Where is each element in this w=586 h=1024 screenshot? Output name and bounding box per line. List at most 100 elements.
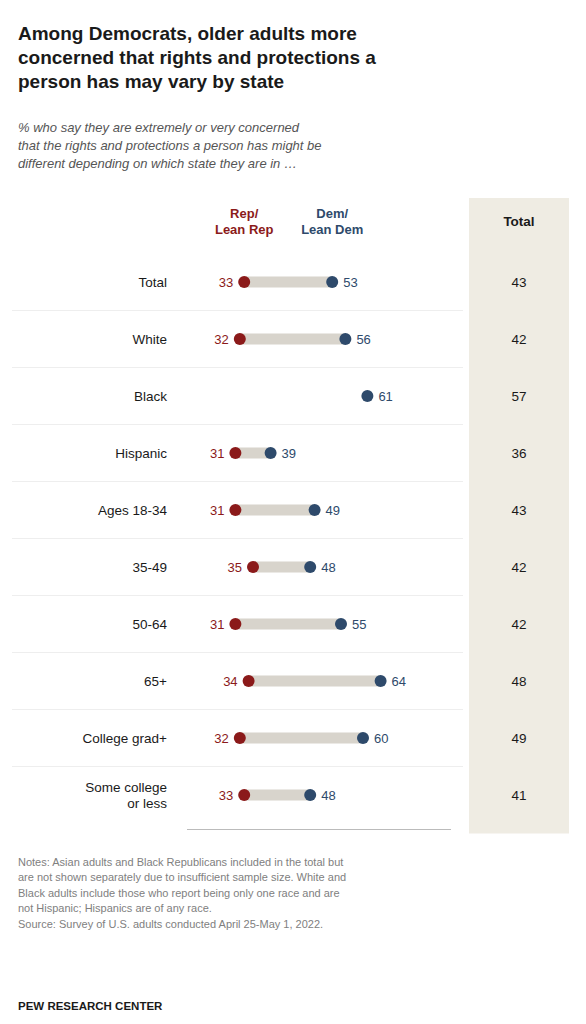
total-value: 43 — [511, 275, 526, 290]
category-label: 65+ — [144, 674, 167, 689]
connector — [253, 562, 310, 573]
text-line: that the rights and protections a person… — [18, 138, 322, 153]
category-label: 50-64 — [132, 617, 167, 632]
text-line: 65+ — [144, 674, 167, 689]
row-separator — [12, 424, 463, 425]
data-label: 33 — [219, 275, 233, 290]
dot — [229, 504, 241, 516]
title: Among Democrats, older adults more concer… — [18, 23, 376, 92]
row-separator — [12, 538, 463, 539]
total-value: 42 — [511, 560, 526, 575]
text-line: 50-64 — [132, 617, 167, 632]
dot — [229, 618, 241, 630]
dot — [304, 789, 316, 801]
category-label: White — [132, 332, 167, 347]
data-label: 32 — [214, 731, 228, 746]
dot — [304, 561, 316, 573]
dot — [234, 333, 246, 345]
total-value: 42 — [511, 332, 526, 347]
connector — [235, 619, 341, 630]
text-line: Total — [138, 275, 167, 290]
text-line: Lean Rep — [215, 222, 274, 237]
data-label: 64 — [392, 674, 406, 689]
data-label: 31 — [210, 446, 224, 461]
data-label: 48 — [321, 788, 335, 803]
total-value: 41 — [511, 788, 526, 803]
dot — [309, 504, 321, 516]
series-header: Total — [503, 214, 534, 229]
total-value: 49 — [511, 731, 526, 746]
category-label: Ages 18-34 — [98, 503, 168, 518]
total-value: 43 — [511, 503, 526, 518]
dot — [339, 333, 351, 345]
text-line: Among Democrats, older adults more — [18, 23, 357, 44]
text-line: 35-49 — [132, 560, 167, 575]
dot — [361, 390, 373, 402]
text-line: Some college — [85, 780, 167, 795]
series-header: Dem/Lean Dem — [301, 206, 363, 237]
data-label: 55 — [352, 617, 366, 632]
text-line: % who say they are extremely or very con… — [18, 120, 300, 135]
dot — [243, 675, 255, 687]
dot — [229, 447, 241, 459]
data-labels: 3332313135313432335356613949485564604843… — [210, 275, 527, 803]
data-label: 33 — [219, 788, 233, 803]
text-line: not Hispanic; Hispanics are of any race. — [18, 902, 212, 914]
connector — [244, 790, 310, 801]
text-line: Total — [503, 214, 534, 229]
data-label: 32 — [214, 332, 228, 347]
connector — [249, 676, 381, 687]
data-label: 39 — [282, 446, 296, 461]
text-line: Ages 18-34 — [98, 503, 168, 518]
data-label: 53 — [343, 275, 357, 290]
connector — [244, 277, 332, 288]
row-separator — [12, 595, 463, 596]
chart: Among Democrats, older adults more concer… — [0, 0, 586, 1024]
text-line: Lean Dem — [301, 222, 363, 237]
text-line: Rep/ — [230, 206, 259, 221]
category-label: 35-49 — [132, 560, 167, 575]
data-label: 49 — [326, 503, 340, 518]
text-line: are not shown separately due to insuffic… — [18, 871, 346, 883]
total-value: 36 — [511, 446, 526, 461]
axis-line — [187, 829, 451, 830]
row-separator — [12, 766, 463, 767]
dot — [335, 618, 347, 630]
dot — [238, 276, 250, 288]
text-line: White — [132, 332, 167, 347]
text-line: Notes: Asian adults and Black Republican… — [18, 856, 343, 868]
connector — [235, 505, 314, 516]
row-separator — [12, 709, 463, 710]
dot — [238, 789, 250, 801]
text-line: College grad+ — [83, 731, 168, 746]
dot — [265, 447, 277, 459]
data-label: 60 — [374, 731, 388, 746]
data-label: 31 — [210, 503, 224, 518]
row-separator — [12, 367, 463, 368]
background — [0, 0, 586, 1024]
dot — [357, 732, 369, 744]
text-line: person has may vary by state — [18, 71, 284, 92]
text-line: Dem/ — [316, 206, 348, 221]
category-label: College grad+ — [83, 731, 168, 746]
data-label: 61 — [378, 389, 392, 404]
connector — [240, 334, 346, 345]
data-label: 48 — [321, 560, 335, 575]
text-line: Black — [134, 389, 167, 404]
notes: Notes: Asian adults and Black Republican… — [18, 856, 346, 930]
text-line: concerned that rights and protections a — [18, 47, 376, 68]
dot — [247, 561, 259, 573]
category-label: Black — [134, 389, 167, 404]
text-line: Black adults include those who report be… — [18, 887, 340, 899]
total-value: 42 — [511, 617, 526, 632]
data-label: 34 — [223, 674, 237, 689]
plot-area — [229, 276, 386, 801]
text-line: Source: Survey of U.S. adults conducted … — [18, 918, 323, 930]
category-label: Total — [138, 275, 167, 290]
row-separator — [12, 652, 463, 653]
row-separator — [12, 310, 463, 311]
data-label: 56 — [356, 332, 370, 347]
connector — [240, 733, 363, 744]
category-label: Some collegeor less — [85, 780, 167, 811]
footer: PEW RESEARCH CENTER — [18, 1000, 163, 1012]
